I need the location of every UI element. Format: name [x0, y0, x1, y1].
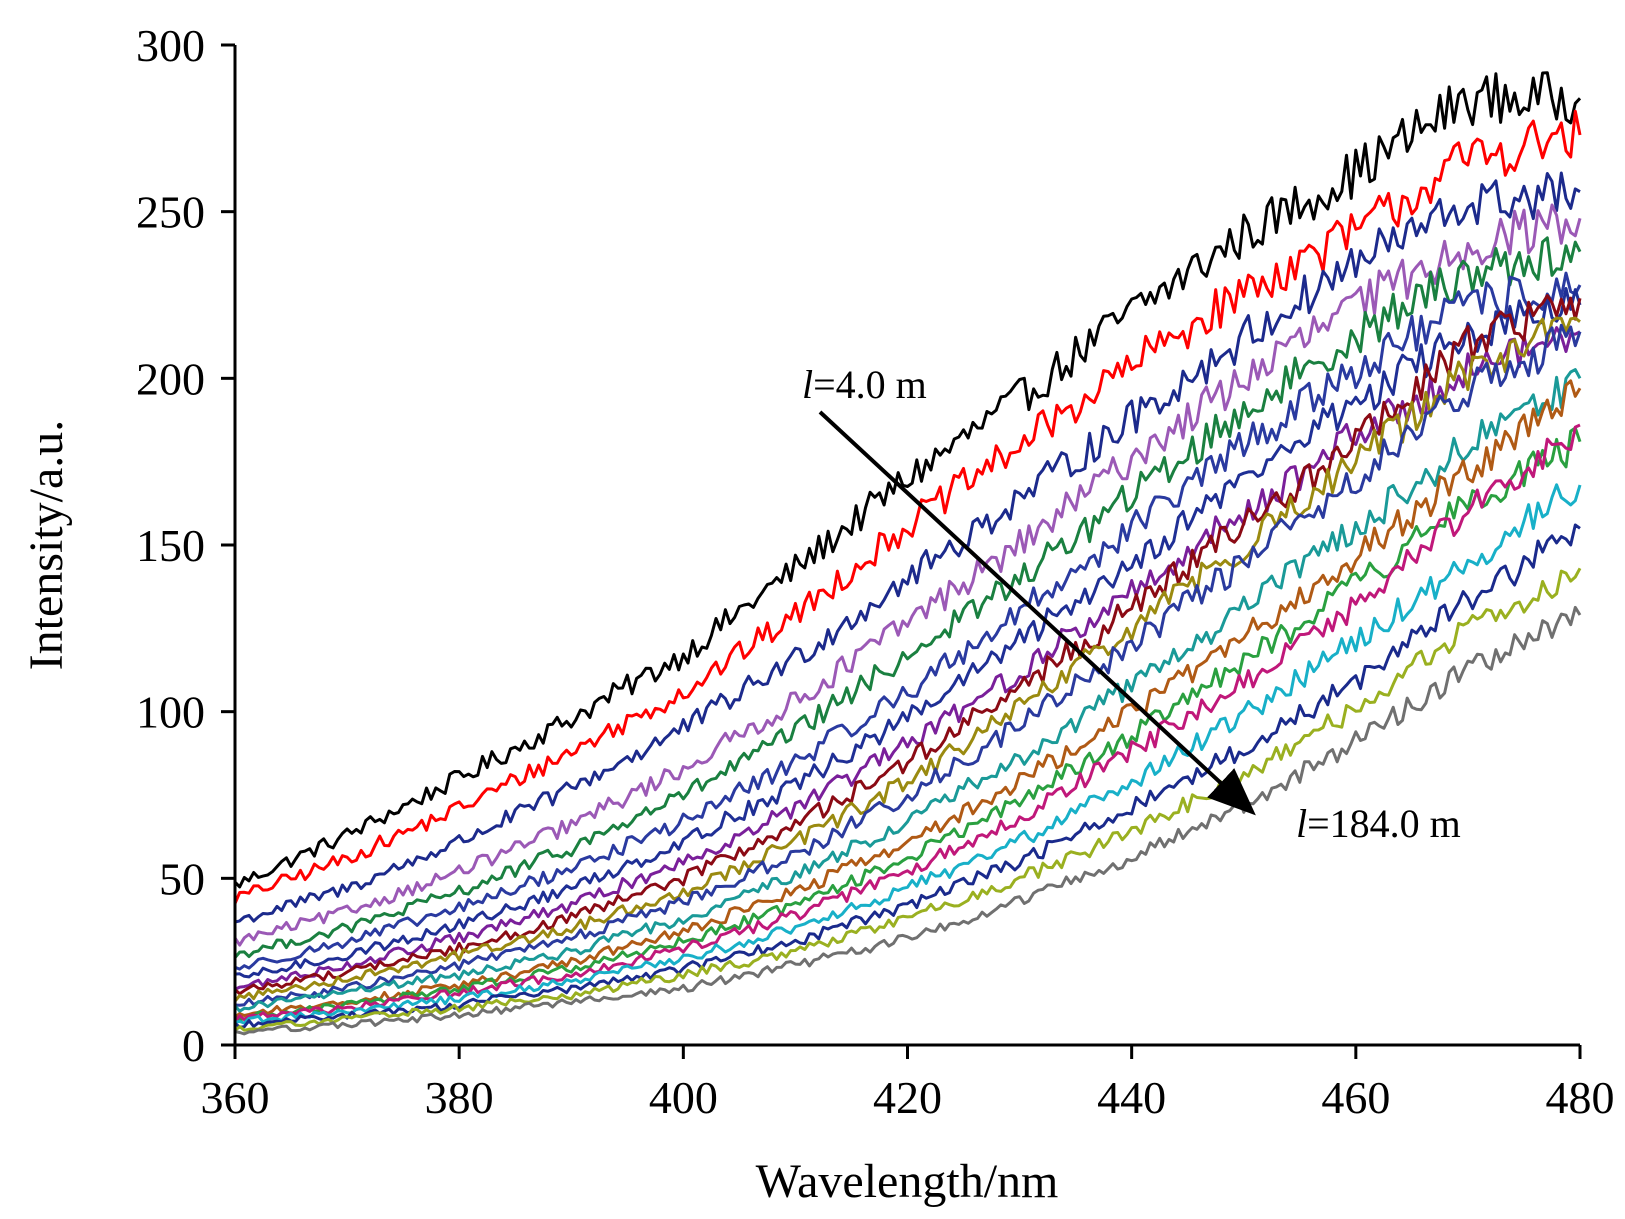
series-line-5	[233, 236, 1582, 959]
series-line-2	[233, 109, 1582, 905]
x-tick-label: 480	[1546, 1072, 1615, 1123]
series-line-15	[233, 423, 1581, 1023]
y-tick-label: 300	[136, 20, 205, 71]
annotation-end-italic: l	[1296, 801, 1307, 846]
annotation-start: l=4.0 m	[802, 362, 927, 407]
series-line-14	[234, 426, 1582, 1021]
series-line-10	[233, 316, 1581, 1003]
x-axis-title: Wavelength/nm	[756, 1155, 1059, 1208]
y-tick-label: 50	[159, 853, 205, 904]
x-tick-label: 400	[649, 1072, 718, 1123]
x-tick-label: 380	[425, 1072, 494, 1123]
series-line-17	[234, 523, 1581, 1029]
annotation-end: l=184.0 m	[1296, 801, 1461, 846]
series-line-1	[233, 71, 1582, 889]
y-tick-label: 0	[182, 1020, 205, 1071]
series-line-12	[233, 368, 1582, 1013]
y-tick-label: 100	[136, 687, 205, 738]
x-tick-label: 360	[201, 1072, 270, 1123]
annotation-start-text: =4.0 m	[813, 362, 927, 407]
series-line-9	[234, 294, 1582, 996]
annotation-start-italic: l	[802, 362, 813, 407]
y-tick-label: 150	[136, 520, 205, 571]
y-tick-label: 200	[136, 353, 205, 404]
y-ticks: 0 50 100 150 200 250 300	[136, 20, 235, 1071]
series-line-19	[234, 605, 1582, 1036]
series-line-16	[234, 483, 1582, 1025]
series-line-6	[234, 271, 1582, 971]
series-line-4	[233, 203, 1582, 947]
series-layer	[233, 71, 1582, 1036]
x-tick-label: 460	[1321, 1072, 1390, 1123]
y-axis-title: Intensity/a.u.	[20, 420, 73, 671]
x-tick-label: 420	[873, 1072, 942, 1123]
series-line-11	[234, 323, 1582, 1007]
annotation-end-text: =184.0 m	[1307, 801, 1461, 846]
series-line-7	[234, 287, 1582, 979]
series-line-13	[234, 379, 1582, 1018]
series-line-8	[234, 326, 1581, 991]
series-line-3	[234, 171, 1581, 924]
annotation-arrow	[818, 410, 1256, 816]
series-line-18	[234, 567, 1582, 1032]
x-tick-label: 440	[1097, 1072, 1166, 1123]
y-tick-label: 250	[136, 187, 205, 238]
x-ticks: 360 380 400 420 440 460 480	[201, 1045, 1615, 1123]
